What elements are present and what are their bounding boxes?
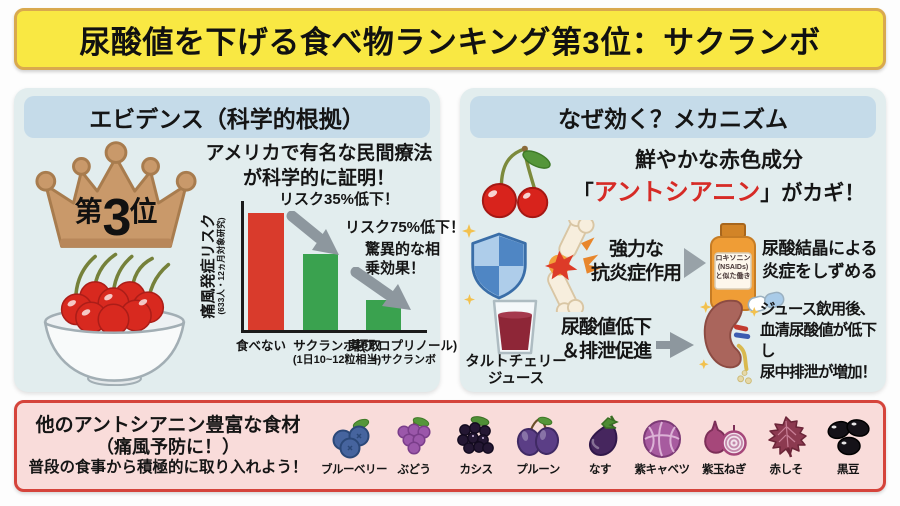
food-item-prune: プルーン	[507, 415, 569, 477]
chart-plot-area	[241, 201, 427, 333]
food-label: カシス	[459, 464, 494, 476]
right-arrow-icon	[684, 248, 706, 278]
sparkle-icon	[462, 224, 476, 238]
chart-annotation-2: リスク75%低下！	[345, 219, 466, 236]
food-item-list: ブルーベリー ぶどう	[313, 415, 887, 477]
mechanism-header-label: なぜ効く？メカニズム	[558, 106, 788, 132]
food-label: プルーン	[516, 464, 560, 476]
uric-acid-result: ジュース飲用後、 血清尿酸値が低下し 尿中排泄が増加！	[760, 301, 877, 381]
anti-inflammatory-result: 尿酸結晶による 炎症をしずめる	[762, 239, 878, 281]
black-soybean-icon	[827, 419, 870, 456]
shield-icon	[471, 232, 527, 300]
bottle-label: ロキソニン (NSAIDs) と似た働き	[715, 255, 751, 281]
rank-label: 第3位	[74, 189, 158, 247]
food-label: ぶどう	[397, 464, 432, 476]
cherry-bowl-icon	[43, 252, 186, 387]
cherries-icon	[481, 145, 551, 219]
uric-acid-label: 尿酸値低下 ＆排泄促進	[560, 317, 652, 362]
x-label-no-cherry: 食べない	[235, 339, 286, 353]
food-item-purple-cabbage: 紫キャベツ	[631, 415, 693, 477]
food-label: 黒豆	[837, 464, 860, 476]
title-banner: 尿酸値を下げる食べ物ランキング第3位：サクランボ	[14, 8, 886, 70]
food-item-red-onion: 紫玉ねぎ	[693, 415, 755, 477]
kidney-icon	[698, 299, 760, 385]
crown-icon	[35, 141, 197, 248]
food-item-cassis: カシス	[445, 415, 507, 477]
sparkle-icon	[464, 294, 475, 305]
gout-risk-chart: 痛風発症リスク (633人・12ヵ月対象研究) リスク35%低下！ リスク75%…	[199, 191, 465, 389]
food-label: なす	[589, 464, 612, 476]
food-item-blueberry: ブルーベリー	[321, 415, 388, 477]
food-label: 紫キャベツ	[634, 464, 691, 476]
mechanism-intro: 鮮やかな赤色成分 「アントシアニン」がカギ！	[572, 149, 866, 207]
red-shiso-icon	[768, 416, 807, 458]
grape-icon	[397, 417, 431, 455]
page-title: 尿酸値を下げる食べ物ランキング第3位：サクランボ	[79, 24, 821, 60]
evidence-claim: アメリカで有名な民間療法 が科学的に証明！	[205, 143, 433, 189]
cassis-icon	[457, 416, 494, 454]
blueberry-icon	[332, 418, 370, 459]
evidence-header-label: エビデンス（科学的根拠）	[89, 106, 365, 132]
right-arrow-icon	[656, 332, 694, 358]
prune-icon	[516, 416, 560, 456]
food-item-black-soybean: 黒豆	[817, 415, 879, 477]
down-arrow-icon	[286, 211, 339, 255]
mechanism-header: なぜ効く？メカニズム	[470, 96, 876, 138]
down-arrow-icon	[350, 267, 411, 310]
purple-cabbage-icon	[643, 420, 681, 458]
food-label: 紫玉ねぎ	[702, 464, 747, 476]
bar-no-cherry	[248, 212, 284, 330]
food-label: ブルーベリー	[321, 464, 388, 476]
food-item-red-shiso: 赤しそ	[755, 415, 817, 477]
rank-crown: 第3位	[32, 138, 200, 260]
other-foods-title: 他のアントシアニン豊富な食材 （痛風予防に！） 普段の食事から積極的に取り入れよ…	[28, 414, 308, 476]
eggplant-icon	[589, 415, 619, 456]
evidence-header: エビデンス（科学的根拠）	[24, 96, 430, 138]
bar-cherry-intake	[303, 253, 338, 330]
chart-annotation-1: リスク35%低下！	[279, 191, 400, 208]
red-onion-icon	[704, 420, 747, 456]
chart-y-axis-label: 痛風発症リスク (633人・12ヵ月対象研究)	[200, 213, 227, 319]
tart-cherry-juice-icon	[492, 299, 538, 355]
x-label-cherry-intake: サクランボ摂取 (1日10~12粒相当)	[292, 339, 382, 366]
evidence-panel: エビデンス（科学的根拠） 第3位	[14, 88, 465, 392]
food-label: 赤しそ	[769, 464, 804, 476]
cherry-bowl-illustration	[26, 248, 204, 387]
anti-inflammatory-label: 強力な 抗炎症作用	[590, 239, 682, 284]
juice-caption: タルトチェリー ジュース	[465, 354, 567, 388]
food-item-eggplant: なす	[569, 415, 631, 477]
anthocyanin-highlight: アントシアニン	[593, 179, 761, 207]
mechanism-panel: なぜ効く？メカニズム 鮮やかな赤色成分 「アントシアニン」がカギ！	[460, 88, 886, 392]
food-item-grape: ぶどう	[383, 415, 445, 477]
inflamed-joint-icon	[544, 220, 603, 312]
chart-annotation-3: 驚異的な相乗効果！	[365, 241, 441, 277]
capsule-icon	[747, 291, 785, 313]
x-label-drug-plus-cherry: 薬(アロプリノール) ＋サクランボ	[348, 339, 458, 366]
other-foods-panel: 他のアントシアニン豊富な食材 （痛風予防に！） 普段の食事から積極的に取り入れよ…	[14, 400, 886, 492]
